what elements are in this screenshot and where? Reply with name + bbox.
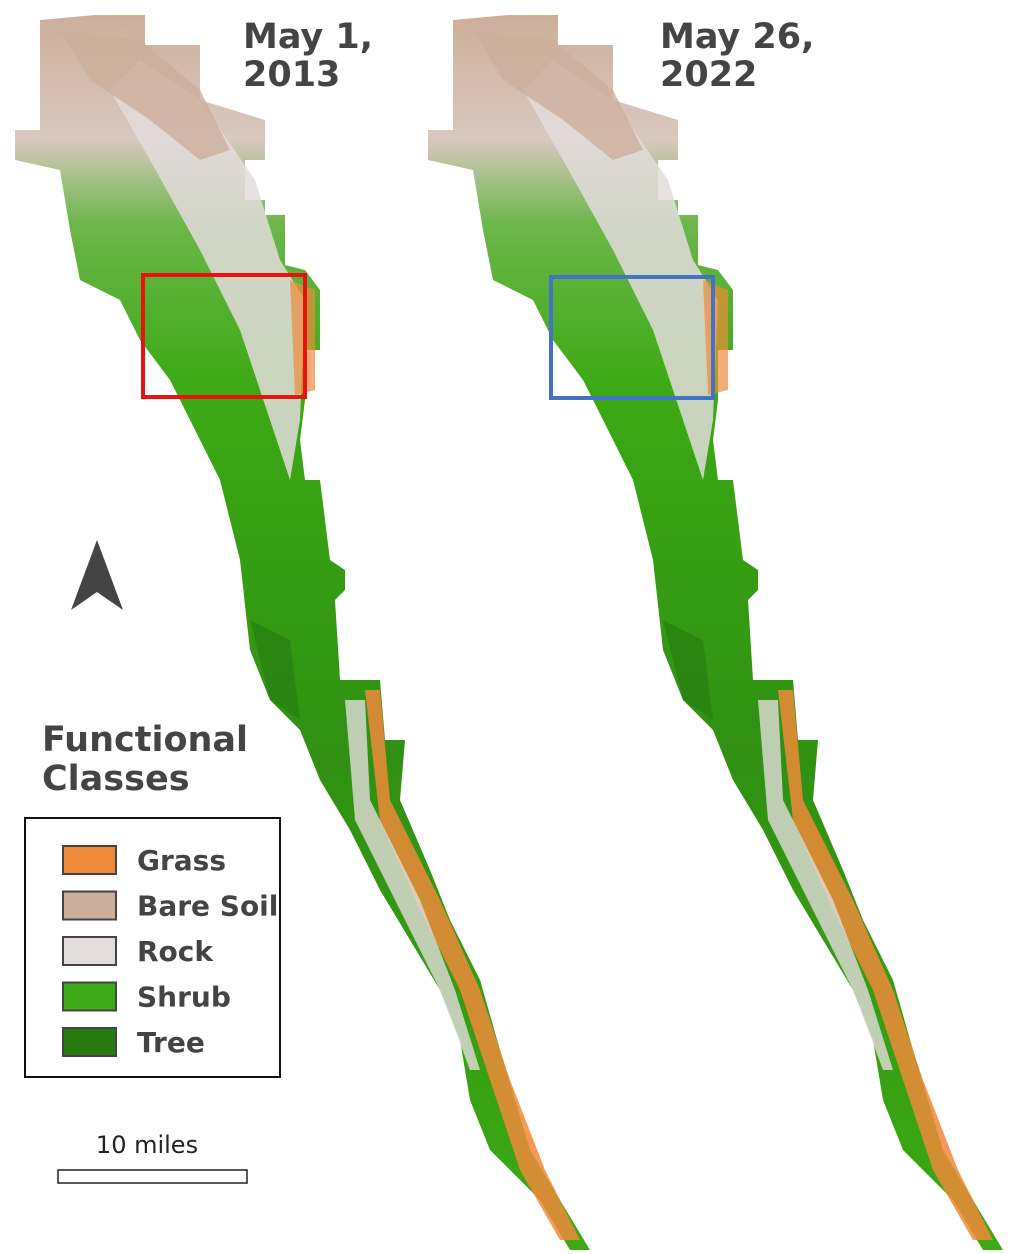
legend-swatch [63, 1028, 116, 1056]
map-title: May 26, [660, 17, 814, 57]
map-title: 2013 [243, 55, 340, 95]
legend-title: Classes [42, 759, 190, 799]
figure: May 1, 2013 May 26, 2022 Functional Clas… [0, 0, 1011, 1254]
map-2022 [428, 15, 1003, 1250]
scale-label: 10 miles [96, 1131, 198, 1159]
legend-swatch [63, 983, 116, 1011]
legend-swatch [63, 892, 116, 920]
legend-title: Functional [42, 720, 248, 760]
legend-label: Grass [137, 844, 226, 877]
scale-bar [58, 1170, 247, 1183]
legend-swatch [63, 846, 116, 874]
legend-swatch [63, 937, 116, 965]
north-arrow [71, 540, 123, 610]
map-title: 2022 [660, 55, 757, 95]
legend-label: Bare Soil [137, 890, 278, 923]
map-title: May 1, [243, 17, 373, 57]
legend-label: Rock [137, 935, 214, 968]
legend-label: Tree [137, 1026, 205, 1059]
legend-label: Shrub [137, 981, 231, 1014]
